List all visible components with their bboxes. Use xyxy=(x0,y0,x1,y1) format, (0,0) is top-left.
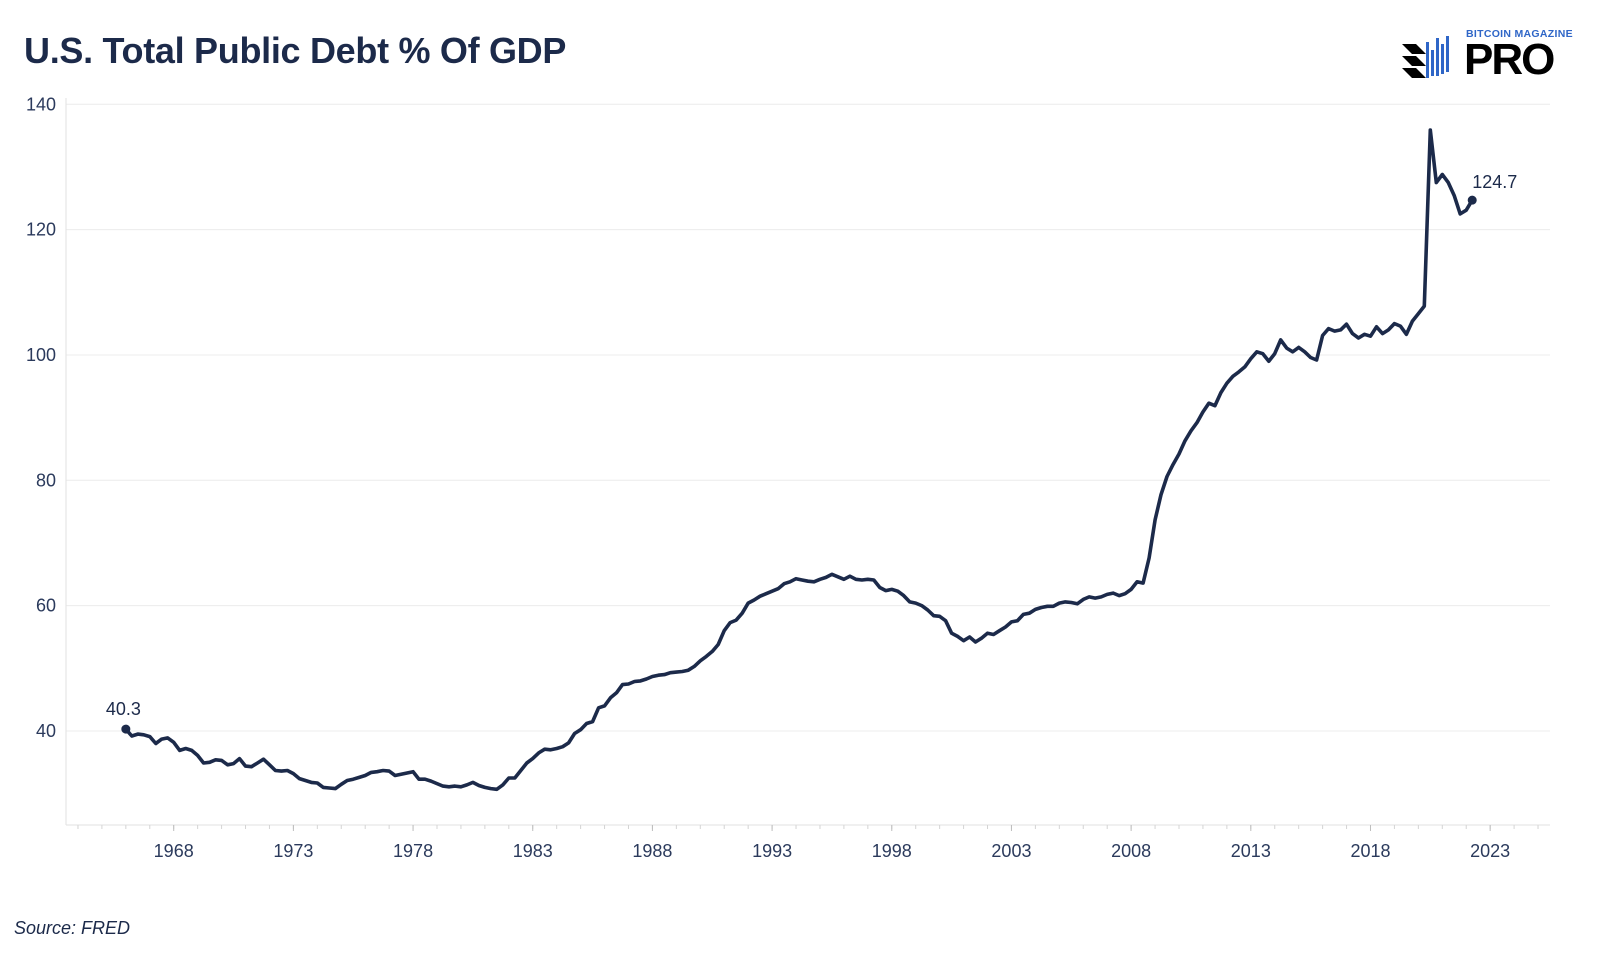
x-tick-label: 2013 xyxy=(1231,841,1271,861)
endpoint-marker xyxy=(1467,195,1477,205)
candlestick-logo-icon xyxy=(1402,36,1449,78)
grid-lines xyxy=(66,103,1550,732)
y-tick-label: 120 xyxy=(26,220,56,240)
x-tick-label: 1988 xyxy=(632,841,672,861)
x-tick-label: 1978 xyxy=(393,841,433,861)
x-tick-label: 1998 xyxy=(872,841,912,861)
brand-logo: BITCOIN MAGAZINE PRO xyxy=(1402,26,1588,84)
brand-top-text: BITCOIN MAGAZINE xyxy=(1466,28,1573,40)
endpoint-marker xyxy=(121,724,131,734)
labels-layer: 40 60 80 100 120 140 1968 1973 1978 1983 1988 1993 1… xyxy=(26,94,1517,861)
y-tick-label: 60 xyxy=(36,596,56,616)
data-label: 40.3 xyxy=(106,699,141,719)
source-note: Source: FRED xyxy=(14,918,131,938)
x-tick-label: 1973 xyxy=(273,841,313,861)
brand-main-text: PRO xyxy=(1464,35,1555,84)
x-tick-label: 2018 xyxy=(1350,841,1390,861)
x-tick-label: 2008 xyxy=(1111,841,1151,861)
y-tick-label: 100 xyxy=(26,345,56,365)
series-line xyxy=(124,128,1474,792)
x-tick-label: 1983 xyxy=(513,841,553,861)
y-tick-label: 80 xyxy=(36,470,56,490)
y-tick-label: 40 xyxy=(36,721,56,741)
x-tick-label: 1993 xyxy=(752,841,792,861)
data-label: 124.7 xyxy=(1472,172,1517,192)
axes xyxy=(65,98,1550,831)
series-layer xyxy=(121,128,1477,792)
chart-title: U.S. Total Public Debt % Of GDP xyxy=(24,30,567,71)
x-tick-label: 2003 xyxy=(991,841,1031,861)
x-tick-label: 1968 xyxy=(154,841,194,861)
y-tick-label: 140 xyxy=(26,94,56,114)
x-tick-label: 2023 xyxy=(1470,841,1510,861)
